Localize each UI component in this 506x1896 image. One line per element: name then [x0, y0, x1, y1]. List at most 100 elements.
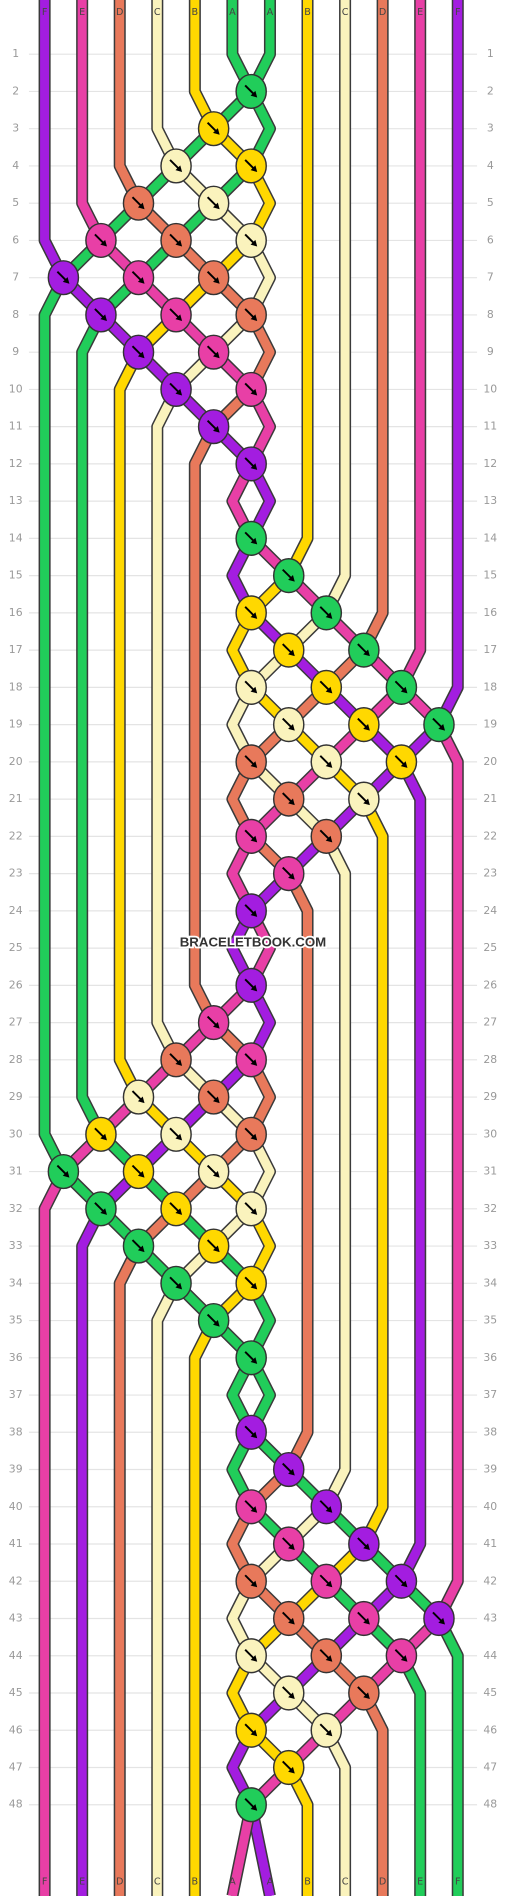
column-label-bottom: E [79, 1877, 85, 1888]
row-label-left: 40 [9, 1500, 23, 1513]
row-label-left: 44 [9, 1649, 23, 1662]
knot-arrowhead [175, 1059, 183, 1066]
knot-arrowhead [288, 724, 295, 731]
knot-arrowhead [213, 1021, 220, 1029]
knot [385, 1563, 418, 1599]
knot [235, 1489, 267, 1525]
knot-arrowhead [325, 1506, 333, 1513]
knot-arrowhead [213, 128, 220, 135]
column-label-bottom: B [192, 1877, 199, 1888]
knot-arrowhead [325, 686, 333, 694]
row-label-right: 5 [487, 196, 494, 209]
column-label-bottom: F [455, 1877, 461, 1888]
row-label-left: 19 [9, 718, 23, 731]
knot [235, 371, 267, 408]
knot [197, 111, 230, 147]
row-label-right: 27 [483, 1016, 497, 1029]
knot [85, 1191, 117, 1227]
row-label-left: 37 [9, 1388, 23, 1401]
knot [160, 297, 192, 333]
knot-arrowhead [250, 761, 258, 768]
knot-arrowhead [363, 724, 370, 731]
knot [310, 595, 343, 631]
row-label-left: 29 [9, 1090, 23, 1103]
knot [122, 260, 155, 296]
knots [47, 73, 455, 1823]
labels: F E D C B A A B C D E FF E D C B A A B C D E F1 12 23 34 45 56 67 78 8… [9, 7, 497, 1887]
row-label-right: 23 [483, 867, 497, 880]
knot [197, 334, 230, 370]
knot-arrowhead [213, 1170, 220, 1178]
row-label-right: 7 [487, 271, 494, 284]
row-label-right: 30 [483, 1127, 497, 1140]
row-label-right: 37 [483, 1388, 497, 1401]
knot [122, 185, 155, 221]
knot [272, 707, 305, 743]
knot-arrowhead [325, 612, 333, 619]
row-label-left: 22 [9, 829, 23, 842]
row-label-right: 16 [483, 606, 497, 619]
string [227, 0, 388, 1896]
knot [272, 1451, 305, 1488]
knot-arrowhead [175, 1133, 183, 1141]
row-label-left: 1 [12, 47, 19, 60]
row-label-left: 33 [9, 1239, 23, 1252]
row-label-right: 22 [483, 829, 497, 842]
row-label-right: 36 [483, 1351, 497, 1364]
knot-arrowhead [325, 761, 333, 768]
row-label-right: 8 [487, 308, 494, 321]
row-label-left: 32 [9, 1202, 23, 1215]
column-label-bottom: A [229, 1877, 236, 1888]
row-label-left: 46 [9, 1723, 23, 1736]
knot [160, 1191, 192, 1227]
knot [122, 1079, 155, 1115]
knot [310, 1712, 343, 1748]
knot [272, 632, 305, 668]
knot-arrowhead [213, 351, 220, 359]
knot-arrowhead [62, 1170, 70, 1178]
row-label-right: 4 [487, 159, 494, 172]
row-label-left: 12 [9, 457, 23, 470]
row-label-right: 41 [483, 1537, 497, 1550]
row-label-right: 39 [483, 1463, 497, 1476]
row-label-left: 6 [12, 233, 19, 246]
column-label-top: F [455, 7, 461, 18]
knot-arrowhead [363, 1617, 370, 1625]
knot [160, 1265, 192, 1301]
row-label-left: 30 [9, 1127, 23, 1140]
knot-arrowhead [288, 1543, 295, 1551]
knot [235, 595, 267, 631]
knot [310, 818, 343, 854]
knot-arrowhead [213, 1319, 220, 1327]
knot [348, 781, 380, 817]
knot-arrowhead [288, 798, 295, 806]
knot-arrowhead [137, 277, 145, 284]
watermark: BRACELETBOOK.COM [180, 935, 326, 950]
knot-arrowhead [250, 1580, 258, 1588]
row-label-left: 20 [9, 755, 23, 768]
knot [85, 222, 117, 259]
knot-arrowhead [400, 1580, 408, 1588]
knot-arrowhead [175, 314, 183, 321]
row-label-right: 15 [483, 569, 497, 582]
row-label-right: 19 [483, 718, 497, 731]
row-label-left: 41 [9, 1537, 23, 1550]
knot-arrowhead [250, 612, 258, 619]
row-label-left: 48 [9, 1798, 23, 1811]
knot [235, 1638, 267, 1674]
knot [160, 371, 192, 408]
row-label-left: 7 [12, 271, 19, 284]
knot [235, 1191, 267, 1227]
row-label-left: 15 [9, 569, 23, 582]
row-label-right: 3 [487, 122, 494, 135]
knot-arrowhead [250, 1357, 258, 1364]
row-label-right: 26 [483, 978, 497, 991]
row-label-right: 32 [483, 1202, 497, 1215]
knot-arrowhead [213, 202, 220, 210]
knot-arrowhead [250, 90, 258, 98]
knot [197, 1228, 230, 1264]
knot [197, 1153, 230, 1190]
knot [47, 1153, 80, 1190]
knot-arrowhead [250, 388, 258, 396]
